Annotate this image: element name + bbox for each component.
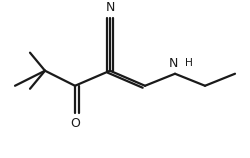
Text: N: N — [105, 1, 115, 14]
Text: N: N — [169, 57, 178, 70]
Text: H: H — [185, 58, 193, 68]
Text: O: O — [70, 117, 80, 130]
